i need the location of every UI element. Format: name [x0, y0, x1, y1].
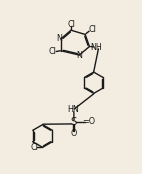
Text: HN: HN: [67, 105, 79, 114]
Text: Cl: Cl: [67, 20, 75, 29]
Text: N: N: [57, 34, 63, 43]
Text: =O: =O: [82, 117, 95, 126]
Text: Cl: Cl: [49, 47, 57, 56]
Text: O: O: [71, 129, 77, 138]
Text: Cl: Cl: [88, 25, 96, 34]
Text: NH: NH: [90, 43, 102, 52]
Text: Cl: Cl: [30, 143, 38, 152]
Text: N: N: [76, 51, 82, 60]
Text: S: S: [71, 117, 77, 127]
